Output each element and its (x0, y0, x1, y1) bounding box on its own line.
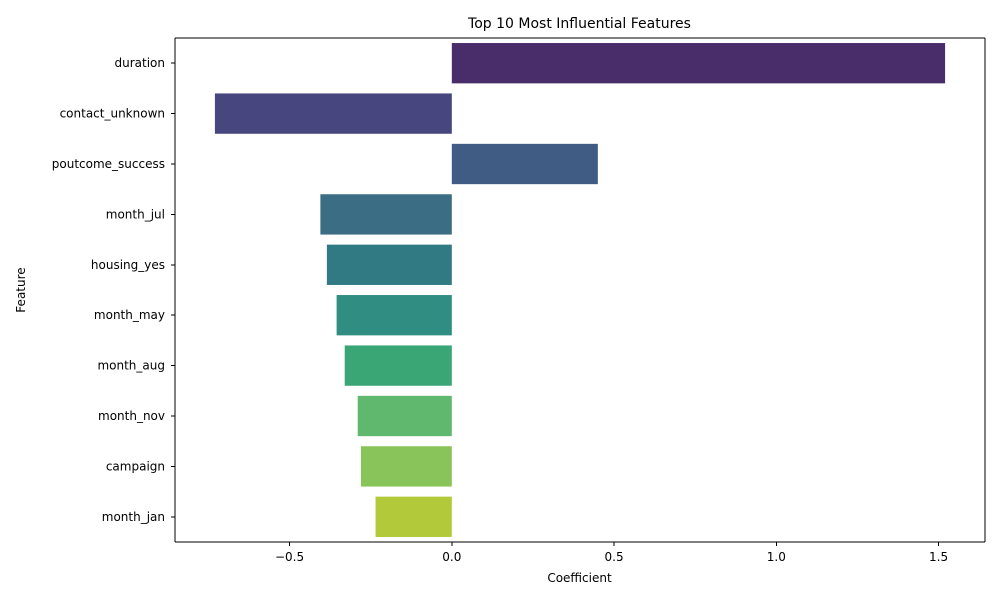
bar-duration (451, 43, 946, 84)
y-tick-label: month_jul (106, 207, 165, 221)
x-axis-title: Coefficient (547, 571, 612, 585)
y-axis-ticks: duration contact_unknown poutcome_successm… (52, 56, 175, 524)
y-tick-label: month_may (94, 308, 165, 322)
x-tick-label: 0.5 (605, 550, 624, 564)
chart-title: Top 10 Most Influential Features (467, 16, 691, 32)
bar-housing-yes (326, 244, 452, 285)
y-tick-label: campaign (106, 459, 165, 473)
bar-contact-unknown (214, 93, 452, 134)
y-tick-label: month_nov (98, 409, 165, 423)
y-tick-label: contact_unknown (60, 107, 165, 121)
x-tick-label: −0.5 (275, 550, 304, 564)
bars-group (214, 43, 946, 537)
y-tick-label: poutcome_success (52, 157, 165, 171)
y-tick-label: housing_yes (91, 258, 165, 272)
y-tick-label: month_aug (97, 359, 165, 373)
bar-month-aug (344, 345, 452, 386)
y-axis-title: Feature (14, 267, 28, 312)
y-tick-label: month_jan (102, 510, 165, 524)
bar-month-may (336, 295, 452, 336)
bar-month-jan (375, 496, 452, 537)
axes (174, 37, 986, 543)
y-tick-label: duration (115, 56, 166, 70)
bar-campaign (360, 446, 452, 487)
x-tick-label: 1.0 (767, 550, 786, 564)
bar-month-nov (357, 395, 452, 437)
x-axis-ticks: −0.5 0.0 0.5 1.0 1.5 (275, 542, 948, 564)
bar-month-jul (320, 194, 452, 235)
x-tick-label: 0.0 (442, 550, 461, 564)
bar-poutcome-success (451, 143, 598, 185)
x-tick-label: 1.5 (929, 550, 948, 564)
